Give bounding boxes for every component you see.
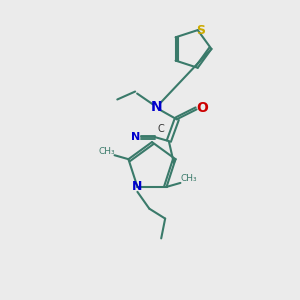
- Text: C: C: [158, 124, 164, 134]
- Text: N: N: [130, 132, 140, 142]
- Text: CH₃: CH₃: [98, 147, 115, 156]
- Text: S: S: [196, 24, 205, 37]
- Text: N: N: [132, 180, 142, 194]
- Text: CH₃: CH₃: [180, 175, 196, 184]
- Text: O: O: [196, 101, 208, 116]
- Text: N: N: [151, 100, 163, 114]
